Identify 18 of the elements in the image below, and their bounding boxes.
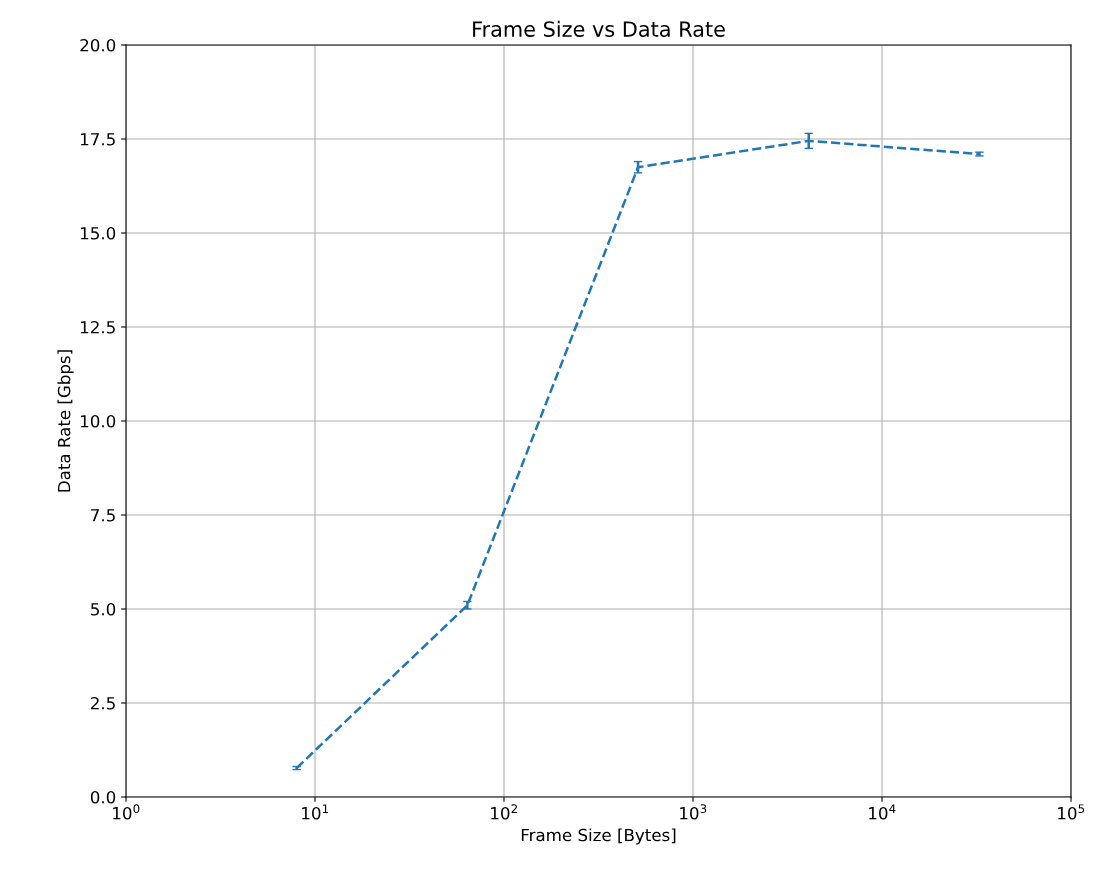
x-tick-label: 10$^{2}$	[491, 804, 517, 820]
x-tick-label: 10$^{1}$	[302, 804, 329, 820]
x-tick-label: 10$^{0}$	[113, 804, 140, 820]
y-tick-label: 20.0	[80, 38, 116, 52]
y-axis-title: Data Rate [Gbps]	[57, 350, 74, 492]
y-tick-label: 10.0	[81, 414, 116, 428]
x-tick-label: 10$^{5}$	[1058, 804, 1085, 820]
y-tick-label: 7.5	[91, 509, 115, 522]
x-tick-label: 10$^{3}$	[680, 804, 707, 820]
y-tick-label: 0.0	[90, 790, 116, 804]
y-tick-label: 15.0	[81, 226, 116, 240]
x-tick-label: 10$^{4}$	[869, 804, 896, 820]
y-tick-label: 2.5	[90, 696, 115, 710]
y-tick-label: 12.5	[81, 320, 115, 334]
y-tick-label: 17.5	[81, 133, 115, 146]
x-axis-title: Frame Size [Bytes]	[521, 828, 676, 845]
chart-title: Frame Size vs Data Rate	[473, 20, 725, 37]
y-tick-label: 5.0	[91, 602, 116, 616]
